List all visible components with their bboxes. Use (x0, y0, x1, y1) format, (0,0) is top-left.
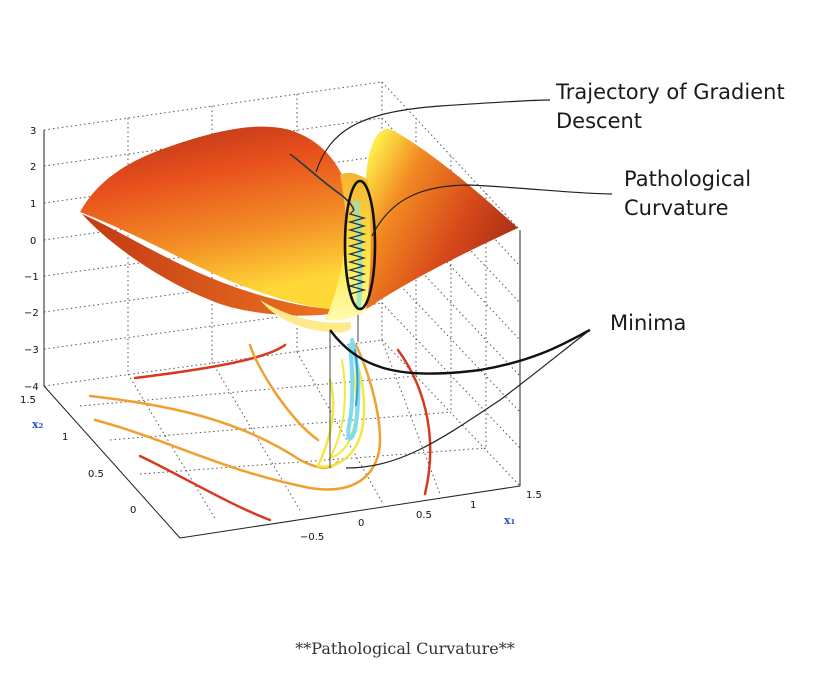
z-axis-ticks: 3 2 1 0 −1 −2 −3 −4 (24, 126, 39, 393)
figure-caption: **Pathological Curvature** (295, 639, 515, 658)
x1-axis-label: x₁ (504, 514, 516, 527)
label-pathological-line1: Pathological (624, 167, 751, 191)
leader-lines (315, 99, 613, 469)
z-tick: −3 (24, 345, 39, 356)
label-trajectory-line1: Trajectory of Gradient (555, 80, 785, 104)
trajectory-entry (289, 153, 355, 211)
x2-tick: 0.5 (88, 469, 104, 480)
leader-trajectory (315, 99, 551, 173)
x2-tick: 0 (130, 505, 136, 516)
z-tick: 2 (30, 162, 36, 173)
x1-tick: 0 (358, 518, 364, 529)
z-tick: −2 (24, 308, 39, 319)
z-tick: −1 (24, 272, 39, 283)
x2-axis-label: x₂ (32, 418, 44, 431)
x1-axis-ticks: −0.5 0 0.5 1 1.5 (300, 490, 542, 543)
contour-red-lower (138, 454, 272, 522)
drop-lines (329, 310, 359, 468)
contour-lines (88, 338, 432, 522)
z-tick: 1 (30, 199, 36, 210)
pathological-curvature-figure: Trajectory of Gradient Descent Pathologi… (20, 80, 785, 543)
x1-tick: 1.5 (526, 490, 542, 501)
x1-tick: 0.5 (416, 510, 432, 521)
surface-underside (82, 214, 355, 316)
leader-minima-1 (329, 328, 591, 375)
trajectory-zigzag (347, 209, 367, 295)
x1-tick: 1 (470, 500, 476, 511)
contour-orange-2 (93, 343, 382, 491)
leader-pathological (371, 184, 613, 237)
contour-red-right (396, 348, 432, 496)
gradient-descent-trajectory (289, 153, 367, 295)
z-tick: −4 (24, 382, 39, 393)
contour-red-upper (133, 343, 287, 380)
z-tick: 0 (30, 236, 36, 247)
pathological-curvature-ellipse (343, 179, 377, 311)
loss-surface (80, 126, 518, 333)
x1-tick: −0.5 (300, 532, 324, 543)
surface-left-wing (80, 126, 361, 311)
x2-tick: 1 (62, 432, 68, 443)
x2-axis-ticks: 1.5 1 0.5 0 (20, 395, 136, 516)
label-minima: Minima (610, 311, 686, 335)
z-tick: 3 (30, 126, 36, 137)
surface-front-lip (260, 300, 352, 333)
label-trajectory-line2: Descent (556, 109, 642, 133)
axes-box (43, 130, 521, 539)
x2-tick: 1.5 (20, 395, 36, 406)
contour-orange-3 (248, 343, 320, 442)
surface-right-wing (362, 129, 518, 310)
leader-minima-2 (345, 329, 591, 469)
contour-yellow-outer (316, 343, 366, 468)
label-pathological-line2: Curvature (624, 196, 729, 220)
